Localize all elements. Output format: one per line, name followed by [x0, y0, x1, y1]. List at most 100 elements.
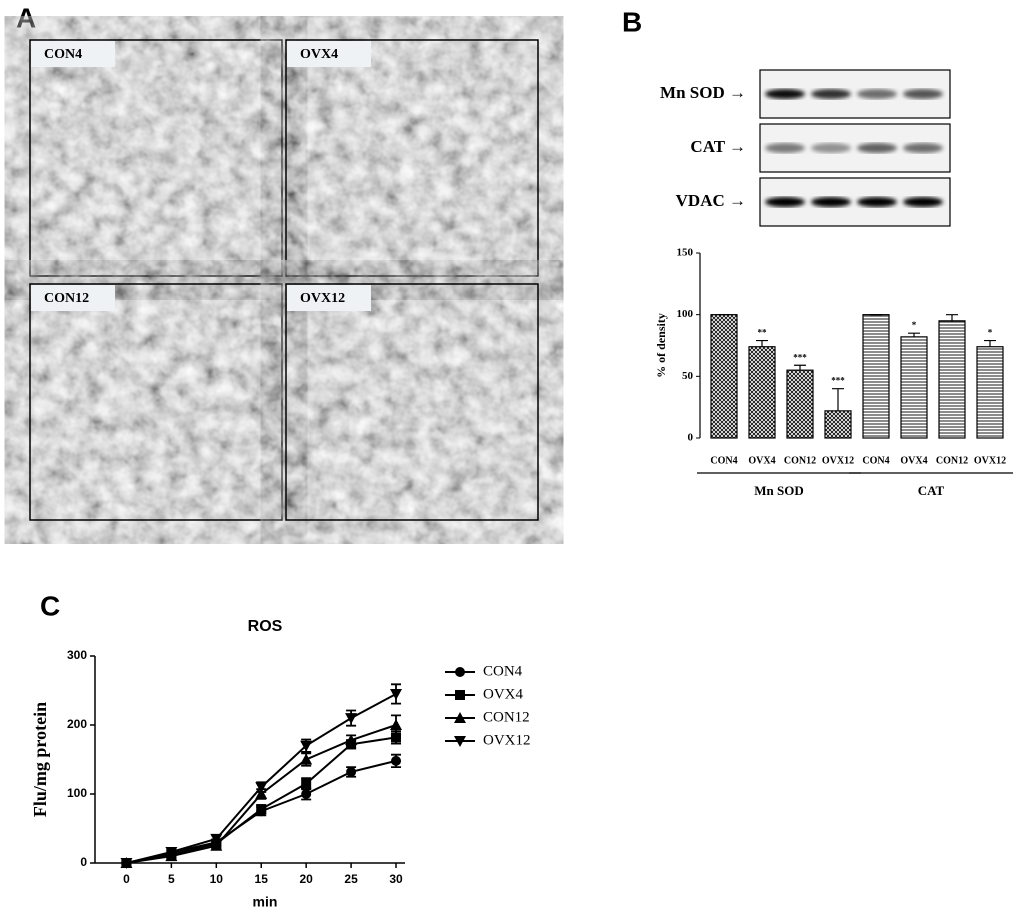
group-label: Mn SOD: [754, 483, 803, 498]
marker: [255, 782, 268, 794]
y-tick-label: 100: [67, 786, 87, 800]
y-tick-label: 200: [67, 717, 87, 731]
x-tick-label: OVX12: [974, 455, 1006, 466]
x-tick-label: OVX4: [748, 455, 775, 466]
x-tick-label: OVX12: [822, 455, 854, 466]
x-tick-label: 25: [344, 872, 358, 886]
marker: [391, 755, 402, 766]
blot-band: [857, 89, 897, 99]
marker: [455, 667, 465, 677]
blot-band: [811, 143, 851, 153]
marker: [301, 789, 312, 799]
marker: [256, 804, 267, 815]
y-tick-label: 0: [80, 855, 87, 869]
blot-band: [903, 143, 943, 153]
label-box: [31, 285, 115, 311]
significance-label: *: [988, 328, 993, 338]
error-bar: [832, 388, 844, 411]
label-box: [31, 41, 115, 67]
blot-band: [857, 143, 897, 153]
micrograph-border: [285, 39, 539, 277]
x-tick-label: 0: [123, 872, 130, 886]
blot-band: [857, 197, 897, 207]
y-tick-label: 50: [682, 370, 694, 382]
group-label: CAT: [918, 483, 945, 498]
error-bar: [908, 332, 920, 337]
blot-band: [765, 197, 805, 207]
legend-label: CON12: [483, 709, 530, 725]
blot-band: [765, 89, 805, 99]
blot-band: [903, 197, 943, 207]
error-bar: [946, 314, 958, 321]
panel-label: B: [622, 6, 642, 37]
x-tick-label: 10: [210, 872, 224, 886]
y-tick-label: 300: [67, 648, 87, 662]
marker: [454, 712, 466, 723]
micrograph: [286, 284, 538, 520]
marker: [300, 753, 313, 765]
label-box: [287, 41, 371, 67]
micrograph-label: CON12: [44, 291, 89, 306]
blot-label: CAT →: [690, 137, 746, 156]
y-tick-label: 0: [688, 432, 694, 444]
significance-label: *: [912, 320, 917, 330]
bar: [862, 314, 890, 439]
x-tick-label: CON12: [784, 455, 816, 466]
micrograph-label: OVX12: [300, 291, 345, 306]
bar: [748, 346, 776, 439]
error-bar: [756, 339, 768, 347]
panel-label: A: [16, 2, 36, 33]
bar: [900, 336, 928, 439]
blot-band: [811, 89, 851, 99]
marker: [345, 713, 358, 725]
y-tick-label: 150: [677, 247, 694, 259]
marker: [255, 788, 268, 799]
legend-label: CON4: [483, 663, 523, 679]
marker: [390, 688, 403, 700]
micrograph-label: OVX4: [300, 47, 338, 62]
blot-band: [765, 143, 805, 153]
label-box: [287, 285, 371, 311]
legend-label: OVX4: [483, 686, 523, 702]
blot-label: Mn SOD →: [660, 83, 746, 102]
bar: [976, 346, 1004, 439]
x-tick-label: 30: [389, 872, 403, 886]
blot-band: [811, 197, 851, 207]
marker: [454, 736, 466, 747]
panel-label: C: [40, 590, 60, 621]
chart-title: ROS: [248, 618, 283, 635]
micrograph-border: [29, 39, 283, 277]
marker: [165, 846, 178, 858]
marker: [346, 766, 357, 777]
legend-label: OVX12: [483, 732, 531, 748]
y-axis-label: % of density: [654, 313, 668, 378]
marker: [301, 778, 312, 789]
blot-label: VDAC →: [676, 191, 746, 210]
y-tick-label: 100: [677, 308, 694, 320]
error-bar: [984, 339, 996, 347]
marker: [210, 839, 223, 851]
significance-label: ***: [831, 376, 845, 386]
marker: [345, 734, 358, 746]
significance-label: **: [758, 328, 768, 338]
x-axis-label: min: [253, 894, 278, 910]
micrograph-label: CON4: [44, 47, 82, 62]
x-tick-label: CON12: [936, 455, 968, 466]
bar: [938, 320, 966, 439]
bar: [824, 410, 852, 439]
x-tick-label: CON4: [710, 455, 737, 466]
marker: [120, 858, 133, 869]
marker: [455, 690, 465, 700]
error-bar: [794, 364, 806, 371]
x-tick-label: CON4: [862, 455, 889, 466]
bar: [710, 314, 738, 439]
significance-label: ***: [793, 352, 807, 362]
line: [126, 693, 397, 864]
x-tick-label: 5: [168, 872, 175, 886]
micrograph: [30, 40, 282, 276]
marker: [210, 833, 223, 845]
bar: [786, 369, 814, 439]
x-tick-label: 15: [255, 872, 269, 886]
x-tick-label: 20: [299, 872, 313, 886]
